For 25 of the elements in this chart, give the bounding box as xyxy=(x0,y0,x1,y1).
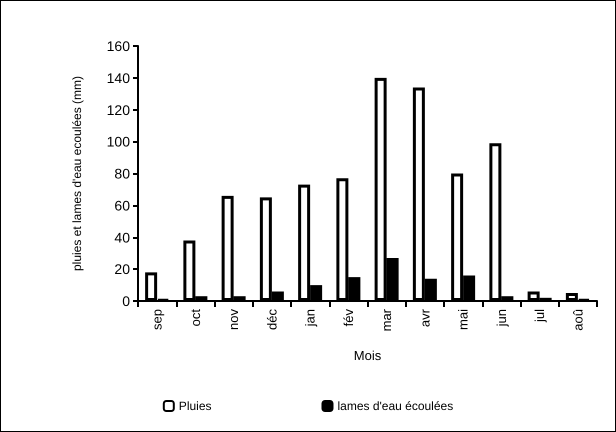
x-tick-label: mar xyxy=(379,308,394,332)
x-tick-label: avr xyxy=(417,308,432,328)
y-tick-label: 40 xyxy=(114,229,130,246)
x-axis-title: Mois xyxy=(354,348,382,363)
x-tick-label: oct xyxy=(188,308,203,326)
y-tick-label: 60 xyxy=(114,197,130,214)
y-tick-label: 140 xyxy=(106,70,130,86)
x-tick-label: aoû xyxy=(570,309,586,331)
x-tick-label: fév xyxy=(340,308,356,326)
x-tick-label: sep xyxy=(150,309,165,330)
x-tick-label: jul xyxy=(532,308,548,324)
y-tick-label: 20 xyxy=(114,261,130,278)
y-tick-label: 0 xyxy=(122,293,130,309)
y-axis-title: pluies et lames d'eau ecoulées (mm) xyxy=(70,76,84,272)
x-tick-label: déc xyxy=(264,308,280,330)
x-tick-label: mai xyxy=(456,308,471,330)
x-tick-label: jun xyxy=(494,309,509,328)
x-tick-label: nov xyxy=(226,308,242,330)
legend-label: Pluies xyxy=(178,399,212,413)
y-tick-label: 100 xyxy=(106,134,130,150)
y-tick-label: 160 xyxy=(106,38,130,54)
y-tick-label: 120 xyxy=(106,102,130,118)
legend-label: lames d'eau écoulées xyxy=(337,399,454,413)
y-tick-label: 80 xyxy=(114,166,130,182)
x-tick-label: jan xyxy=(302,309,318,328)
